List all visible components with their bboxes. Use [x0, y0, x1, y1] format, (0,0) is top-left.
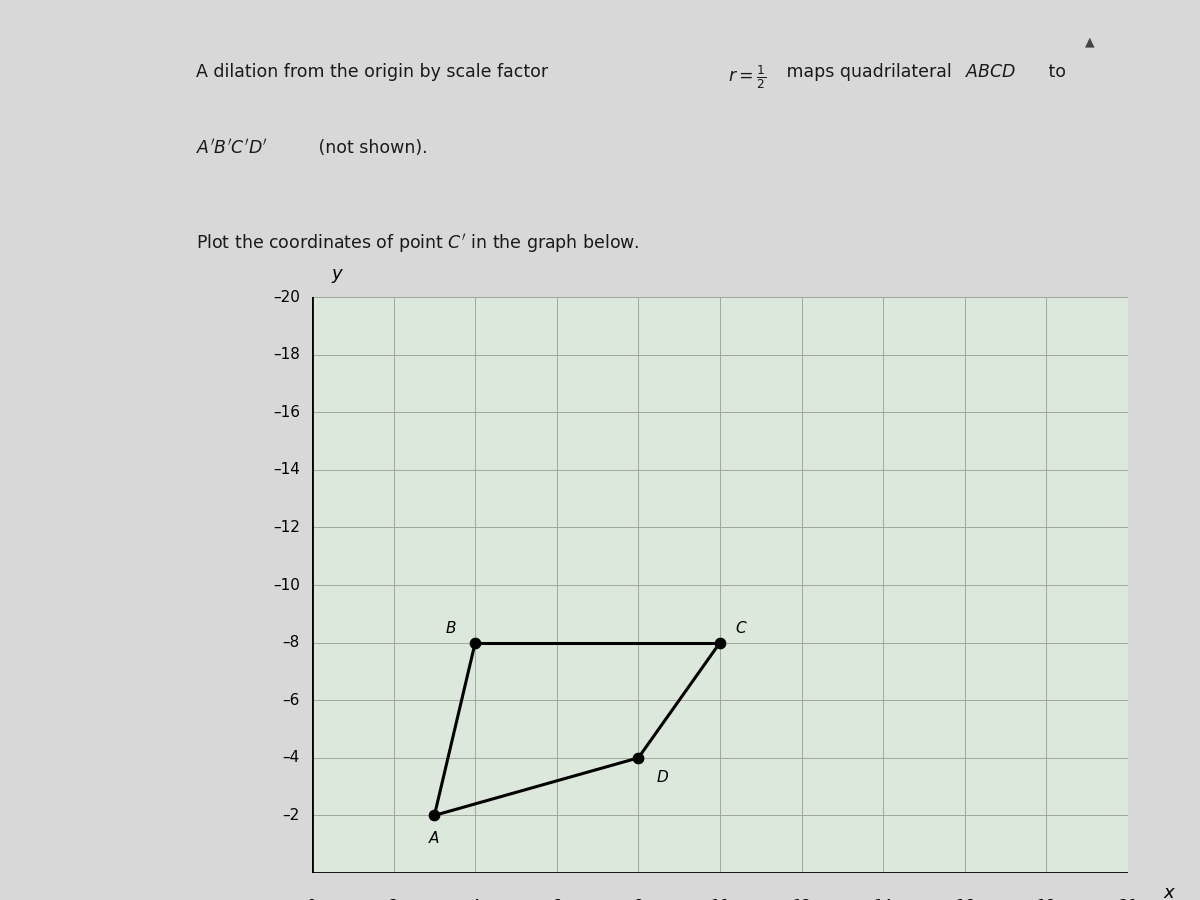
Point	[425, 808, 444, 823]
Text: 6: 6	[552, 899, 562, 900]
Text: –14: –14	[272, 463, 300, 477]
Point	[629, 751, 648, 765]
Text: Plot the coordinates of point $C'$ in the graph below.: Plot the coordinates of point $C'$ in th…	[196, 232, 640, 256]
Text: –20: –20	[272, 290, 300, 304]
Text: C: C	[736, 621, 745, 635]
Text: $A'B'C'D'$: $A'B'C'D'$	[196, 139, 268, 158]
Text: –18: –18	[272, 347, 300, 362]
Text: –12: –12	[272, 520, 300, 535]
Text: 16: 16	[955, 899, 974, 900]
Text: D: D	[658, 770, 668, 786]
Text: $r = \frac{1}{2}$: $r = \frac{1}{2}$	[727, 63, 766, 91]
Text: –4: –4	[282, 751, 300, 765]
Text: y: y	[331, 265, 342, 283]
Text: –8: –8	[282, 635, 300, 650]
Text: A: A	[430, 831, 439, 846]
Text: 14: 14	[874, 899, 893, 900]
Text: B: B	[445, 621, 456, 635]
Text: 20: 20	[1118, 899, 1138, 900]
Text: 0: 0	[307, 899, 317, 900]
Text: –6: –6	[282, 693, 300, 707]
Text: –10: –10	[272, 578, 300, 592]
Text: ▲: ▲	[1085, 36, 1094, 49]
Text: 4: 4	[470, 899, 480, 900]
Point	[466, 635, 485, 650]
Text: to: to	[1043, 63, 1066, 81]
Text: –2: –2	[282, 808, 300, 823]
Text: 8: 8	[634, 899, 643, 900]
Text: x: x	[1164, 884, 1174, 900]
Text: A dilation from the origin by scale factor: A dilation from the origin by scale fact…	[196, 63, 553, 81]
Text: 18: 18	[1037, 899, 1056, 900]
Text: 10: 10	[710, 899, 730, 900]
Text: 12: 12	[792, 899, 811, 900]
Text: maps quadrilateral: maps quadrilateral	[781, 63, 958, 81]
Text: 2: 2	[389, 899, 398, 900]
Text: $ABCD$: $ABCD$	[966, 63, 1016, 81]
Text: (not shown).: (not shown).	[313, 139, 427, 157]
Point	[710, 635, 730, 650]
Text: –16: –16	[272, 405, 300, 419]
